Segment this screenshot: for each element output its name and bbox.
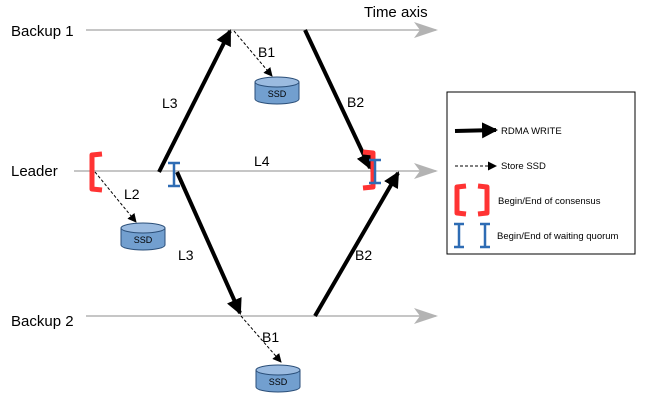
legend: RDMA WRITE Store SSD Begin/End of consen…: [446, 91, 636, 255]
legend-box: [446, 91, 636, 255]
backup1-label: Backup 1: [11, 23, 74, 40]
time-axis-label: Time axis: [364, 4, 428, 21]
l3-up-label: L3: [162, 95, 178, 111]
l2-store-arrow: [94, 171, 137, 223]
l3-up-arrow: [157, 29, 232, 173]
consensus-begin-bracket: [89, 151, 103, 193]
backup2-label: Backup 2: [11, 313, 74, 330]
l4-label: L4: [254, 153, 270, 169]
b1-top-label: B1: [258, 44, 275, 60]
legend-consensus-end-icon: [477, 183, 490, 217]
l3-down-arrow: [175, 171, 242, 315]
legend-consensus-label: Begin/End of consensus: [498, 196, 601, 207]
b2-bottom-label: B2: [355, 247, 372, 263]
l2-label: L2: [124, 186, 140, 202]
backup1-ssd-icon: SSD: [254, 76, 300, 105]
legend-ssd-label: Store SSD: [501, 161, 546, 172]
legend-quorum-end-icon: [480, 222, 490, 249]
legend-quorum-label: Begin/End of waiting quorum: [497, 231, 619, 242]
b2-top-arrow: [303, 29, 372, 170]
leader-ssd-label: SSD: [134, 235, 153, 245]
b1-bottom-store-arrow: [240, 315, 282, 363]
leader-ssd-icon: SSD: [120, 222, 166, 251]
legend-quorum-begin-icon: [454, 222, 464, 249]
legend-rdma-arrow-icon: [454, 122, 498, 139]
backup1-ssd-label: SSD: [268, 89, 287, 99]
quorum-end-marker: [369, 158, 381, 185]
b1-bottom-label: B1: [262, 329, 279, 345]
quorum-begin-marker: [168, 161, 180, 188]
b2-bottom-arrow: [313, 171, 400, 318]
legend-rdma-label: RDMA WRITE: [501, 126, 562, 137]
legend-consensus-begin-icon: [454, 183, 467, 217]
b2-top-label: B2: [347, 94, 364, 110]
consensus-end-bracket: [362, 149, 376, 191]
backup2-ssd-label: SSD: [269, 377, 288, 387]
backup2-ssd-icon: SSD: [255, 364, 301, 393]
leader-label: Leader: [11, 163, 58, 180]
l3-down-label: L3: [178, 247, 194, 263]
